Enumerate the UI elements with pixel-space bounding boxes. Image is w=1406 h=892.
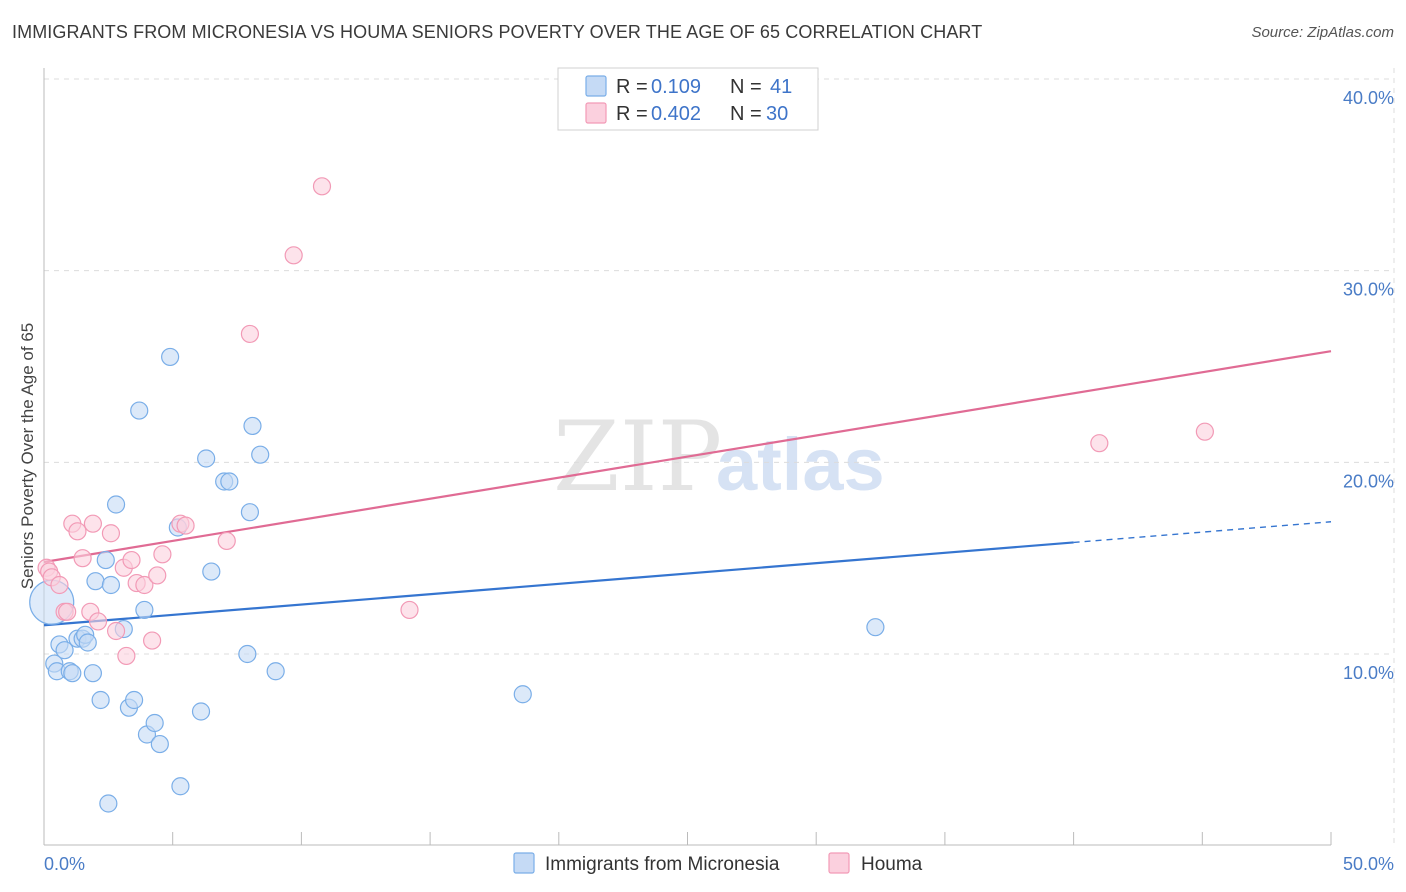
data-point-houma [106, 621, 126, 641]
legend-n-label-houma: N = [730, 103, 762, 125]
series-legend: Immigrants from Micronesia Houma [513, 852, 923, 875]
watermark-zip: ZIP [553, 401, 722, 513]
data-point-houma [50, 575, 69, 595]
data-point-houma [400, 600, 419, 620]
legend-n-label-micronesia: N = [730, 76, 762, 98]
legend-swatch-houma [585, 102, 607, 124]
data-point-micronesia [145, 713, 164, 733]
data-point-micronesia [240, 503, 260, 522]
data-points [29, 177, 1214, 813]
y-tick-label-20: 20.0% [1343, 471, 1394, 491]
data-point-micronesia [63, 664, 82, 683]
source-label: Source: ZipAtlas.com [1251, 24, 1394, 41]
data-point-micronesia [135, 600, 154, 620]
data-point-micronesia [101, 575, 121, 595]
data-point-houma [117, 646, 136, 666]
bottom-legend-label-micronesia: Immigrants from Micronesia [545, 854, 780, 875]
data-point-houma [58, 602, 77, 621]
data-point-micronesia [99, 794, 118, 813]
data-point-micronesia [202, 562, 221, 581]
data-point-micronesia [238, 644, 257, 664]
data-point-micronesia [161, 347, 180, 367]
bottom-legend-label-houma: Houma [861, 854, 923, 875]
legend-swatch-micronesia [585, 75, 607, 97]
data-point-houma [217, 531, 236, 551]
watermark-atlas: atlas [716, 423, 885, 506]
data-point-micronesia [251, 445, 270, 464]
legend-r-label-micronesia: R = [616, 76, 648, 98]
data-point-micronesia [106, 495, 126, 514]
data-point-micronesia [150, 734, 169, 754]
data-point-micronesia [220, 472, 239, 491]
chart-title: IMMIGRANTS FROM MICRONESIA VS HOUMA SENI… [12, 22, 983, 42]
axes [43, 68, 1332, 846]
trend-line-micronesia [43, 541, 1074, 627]
y-axis-label: Seniors Poverty Over the Age of 65 [18, 323, 37, 589]
y-tick-labels: 10.0% 20.0% 30.0% 40.0% [1343, 88, 1394, 683]
data-point-micronesia [513, 685, 532, 704]
data-point-micronesia [55, 641, 74, 660]
data-point-houma [148, 566, 167, 585]
bottom-legend-swatch-micronesia [513, 852, 535, 874]
trend-line-extension-micronesia [1073, 521, 1332, 544]
data-point-houma [101, 524, 121, 543]
data-point-micronesia [866, 618, 885, 637]
y-tick-label-30: 30.0% [1343, 280, 1394, 300]
x-tick-label-max: 50.0% [1343, 854, 1394, 874]
legend-r-label-houma: R = [616, 103, 648, 125]
bottom-legend-swatch-houma [828, 852, 850, 874]
data-point-micronesia [83, 664, 103, 683]
data-point-micronesia [243, 416, 262, 436]
data-point-micronesia [266, 662, 285, 681]
data-point-houma [1195, 422, 1214, 441]
data-point-houma [122, 550, 141, 570]
data-point-houma [284, 246, 303, 265]
data-point-houma [135, 575, 154, 595]
correlation-legend: R = 0.109 N = 41 R = 0.402 N = 30 [557, 67, 819, 131]
trend-line-houma [43, 350, 1332, 564]
data-point-houma [83, 514, 103, 533]
data-point-micronesia [130, 401, 149, 420]
data-point-houma [312, 177, 332, 196]
data-point-micronesia [191, 702, 211, 721]
data-point-micronesia [171, 777, 190, 796]
y-tick-label-10: 10.0% [1343, 663, 1394, 683]
x-tick-label-min: 0.0% [44, 854, 85, 874]
data-point-houma [240, 324, 260, 344]
data-point-houma [73, 549, 92, 568]
trend-lines [43, 350, 1332, 627]
data-point-micronesia [91, 690, 110, 710]
data-point-micronesia [96, 550, 115, 570]
data-point-houma [1090, 434, 1109, 453]
legend-n-value-micronesia: 41 [770, 76, 792, 98]
data-point-houma [153, 545, 172, 564]
data-point-micronesia [197, 449, 216, 468]
legend-r-value-houma: 0.402 [651, 103, 701, 125]
y-tick-label-40: 40.0% [1343, 88, 1394, 108]
data-point-micronesia [86, 572, 105, 591]
data-point-houma [68, 522, 87, 541]
data-point-micronesia [124, 690, 144, 710]
legend-n-value-houma: 30 [766, 103, 788, 125]
data-point-houma [143, 631, 162, 650]
data-point-micronesia [78, 633, 97, 652]
data-point-houma [88, 612, 108, 631]
legend-r-value-micronesia: 0.109 [651, 76, 701, 98]
data-point-houma [176, 516, 195, 535]
